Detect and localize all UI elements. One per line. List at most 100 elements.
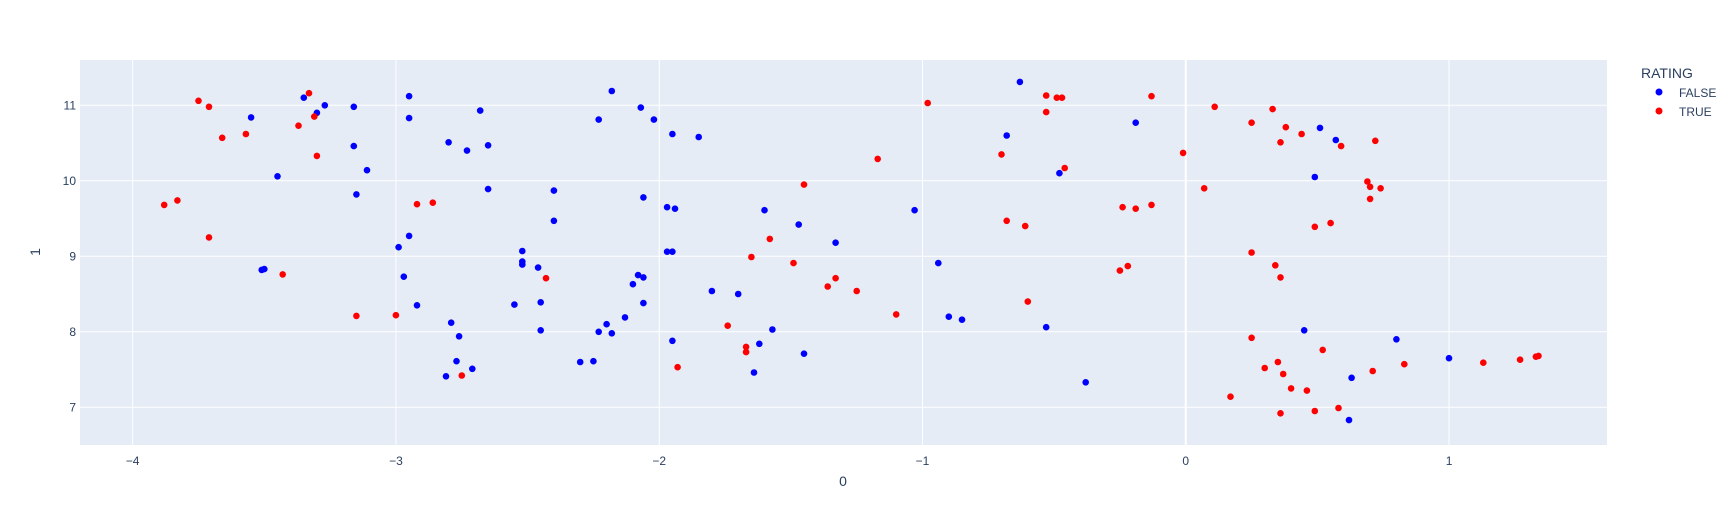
data-point-true[interactable] <box>305 89 313 97</box>
data-point-false[interactable] <box>708 287 716 295</box>
data-point-true[interactable] <box>892 311 900 318</box>
data-point-true[interactable] <box>800 181 808 188</box>
data-point-true[interactable] <box>218 134 226 142</box>
data-point-false[interactable] <box>476 107 484 114</box>
data-point-false[interactable] <box>405 92 413 100</box>
data-point-true[interactable] <box>313 152 321 160</box>
data-point-false[interactable] <box>761 206 768 214</box>
data-point-true[interactable] <box>1303 387 1311 394</box>
data-point-true[interactable] <box>853 287 860 295</box>
data-point-false[interactable] <box>608 87 616 95</box>
data-point-false[interactable] <box>621 314 629 321</box>
data-point-true[interactable] <box>1319 346 1326 354</box>
data-point-false[interactable] <box>750 369 758 376</box>
data-point-false[interactable] <box>537 327 544 334</box>
data-point-false[interactable] <box>350 103 358 111</box>
data-point-false[interactable] <box>595 116 602 123</box>
data-point-false[interactable] <box>400 273 408 281</box>
data-point-true[interactable] <box>1279 370 1287 378</box>
data-point-true[interactable] <box>1277 410 1284 417</box>
data-point-false[interactable] <box>534 264 542 271</box>
data-point-true[interactable] <box>1282 123 1290 131</box>
data-point-false[interactable] <box>353 191 360 198</box>
data-point-false[interactable] <box>1003 132 1010 139</box>
data-point-false[interactable] <box>911 206 918 214</box>
data-point-true[interactable] <box>1248 119 1255 126</box>
data-point-true[interactable] <box>1211 103 1218 111</box>
data-point-true[interactable] <box>1148 201 1155 209</box>
data-point-true[interactable] <box>1311 407 1319 415</box>
data-point-false[interactable] <box>603 320 610 328</box>
data-point-true[interactable] <box>766 235 774 243</box>
data-point-true[interactable] <box>1369 367 1376 375</box>
data-point-false[interactable] <box>663 248 671 255</box>
data-point-false[interactable] <box>756 340 763 348</box>
data-point-false[interactable] <box>669 248 676 255</box>
data-point-true[interactable] <box>195 97 202 105</box>
data-point-false[interactable] <box>1332 136 1340 144</box>
data-point-true[interactable] <box>1248 249 1255 256</box>
data-point-false[interactable] <box>800 350 808 358</box>
data-point-false[interactable] <box>350 142 358 150</box>
data-point-true[interactable] <box>295 122 302 129</box>
data-point-true[interactable] <box>1148 92 1155 100</box>
data-point-true[interactable] <box>1042 92 1050 99</box>
data-point-true[interactable] <box>413 200 421 208</box>
data-point-true[interactable] <box>1003 217 1010 225</box>
data-point-false[interactable] <box>484 142 492 149</box>
data-point-false[interactable] <box>405 114 413 122</box>
data-point-false[interactable] <box>363 166 371 174</box>
data-point-true[interactable] <box>1311 223 1319 231</box>
data-point-false[interactable] <box>455 333 463 340</box>
data-point-false[interactable] <box>576 358 584 366</box>
data-point-true[interactable] <box>742 348 750 356</box>
data-point-false[interactable] <box>445 139 452 146</box>
data-point-false[interactable] <box>590 357 597 365</box>
data-point-true[interactable] <box>1366 195 1374 203</box>
data-point-true[interactable] <box>1053 94 1061 101</box>
data-point-false[interactable] <box>671 205 679 212</box>
legend-item-false[interactable]: FALSE <box>1655 86 1717 100</box>
data-point-true[interactable] <box>353 312 360 320</box>
data-point-false[interactable] <box>669 130 676 138</box>
data-point-true[interactable] <box>458 372 466 379</box>
data-point-false[interactable] <box>1132 119 1139 126</box>
data-point-false[interactable] <box>832 239 839 246</box>
data-point-true[interactable] <box>1364 178 1371 185</box>
data-point-true[interactable] <box>174 197 181 204</box>
data-point-false[interactable] <box>550 217 558 225</box>
data-point-true[interactable] <box>1480 359 1487 367</box>
data-point-true[interactable] <box>724 322 731 330</box>
data-point-true[interactable] <box>924 99 931 107</box>
data-point-true[interactable] <box>160 201 168 209</box>
data-point-false[interactable] <box>1056 169 1063 177</box>
data-point-false[interactable] <box>608 330 616 337</box>
data-point-false[interactable] <box>511 301 518 308</box>
data-point-true[interactable] <box>1335 404 1342 412</box>
data-point-false[interactable] <box>453 357 460 365</box>
data-point-false[interactable] <box>695 133 702 141</box>
data-point-false[interactable] <box>595 328 602 336</box>
data-point-true[interactable] <box>1124 262 1132 270</box>
data-point-true[interactable] <box>1042 108 1050 116</box>
data-point-false[interactable] <box>958 316 966 324</box>
data-point-false[interactable] <box>247 114 255 121</box>
data-point-false[interactable] <box>634 271 642 279</box>
data-point-false[interactable] <box>519 261 526 268</box>
data-point-false[interactable] <box>640 194 647 201</box>
data-point-true[interactable] <box>1298 130 1305 138</box>
data-point-true[interactable] <box>1248 334 1255 342</box>
data-point-false[interactable] <box>1300 327 1308 334</box>
data-point-true[interactable] <box>790 259 797 267</box>
data-point-false[interactable] <box>395 243 402 251</box>
data-point-true[interactable] <box>1377 185 1384 192</box>
data-point-true[interactable] <box>1132 205 1139 212</box>
data-point-false[interactable] <box>1445 354 1453 362</box>
data-point-false[interactable] <box>1393 336 1400 343</box>
data-point-false[interactable] <box>519 247 526 255</box>
data-point-false[interactable] <box>1082 379 1089 386</box>
data-point-false[interactable] <box>1348 374 1355 382</box>
data-point-false[interactable] <box>463 147 471 154</box>
data-point-true[interactable] <box>998 151 1005 158</box>
data-point-false[interactable] <box>650 116 658 123</box>
